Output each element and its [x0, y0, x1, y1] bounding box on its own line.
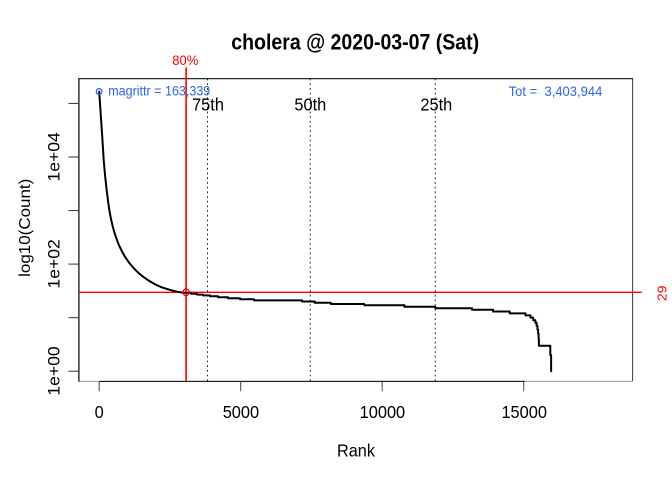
- svg-text:1e+04: 1e+04: [45, 132, 63, 181]
- svg-text:cholera @ 2020-03-07 (Sat): cholera @ 2020-03-07 (Sat): [231, 30, 479, 55]
- svg-text:15000: 15000: [501, 402, 546, 422]
- svg-text:log10(Count): log10(Count): [17, 179, 34, 277]
- svg-text:Rank: Rank: [337, 441, 375, 461]
- svg-text:Tot = 3,403,944: Tot = 3,403,944: [509, 83, 603, 99]
- svg-text:80%: 80%: [172, 52, 198, 68]
- svg-text:0: 0: [95, 402, 104, 422]
- svg-text:5000: 5000: [223, 402, 259, 422]
- svg-text:magrittr = 163,339: magrittr = 163,339: [108, 83, 210, 99]
- svg-text:75th: 75th: [192, 95, 224, 115]
- svg-text:1e+00: 1e+00: [45, 346, 63, 395]
- svg-text:50th: 50th: [294, 95, 326, 115]
- svg-text:10000: 10000: [360, 402, 405, 422]
- svg-text:25th: 25th: [420, 95, 452, 115]
- svg-text:1e+02: 1e+02: [45, 239, 63, 288]
- svg-text:29: 29: [655, 286, 669, 302]
